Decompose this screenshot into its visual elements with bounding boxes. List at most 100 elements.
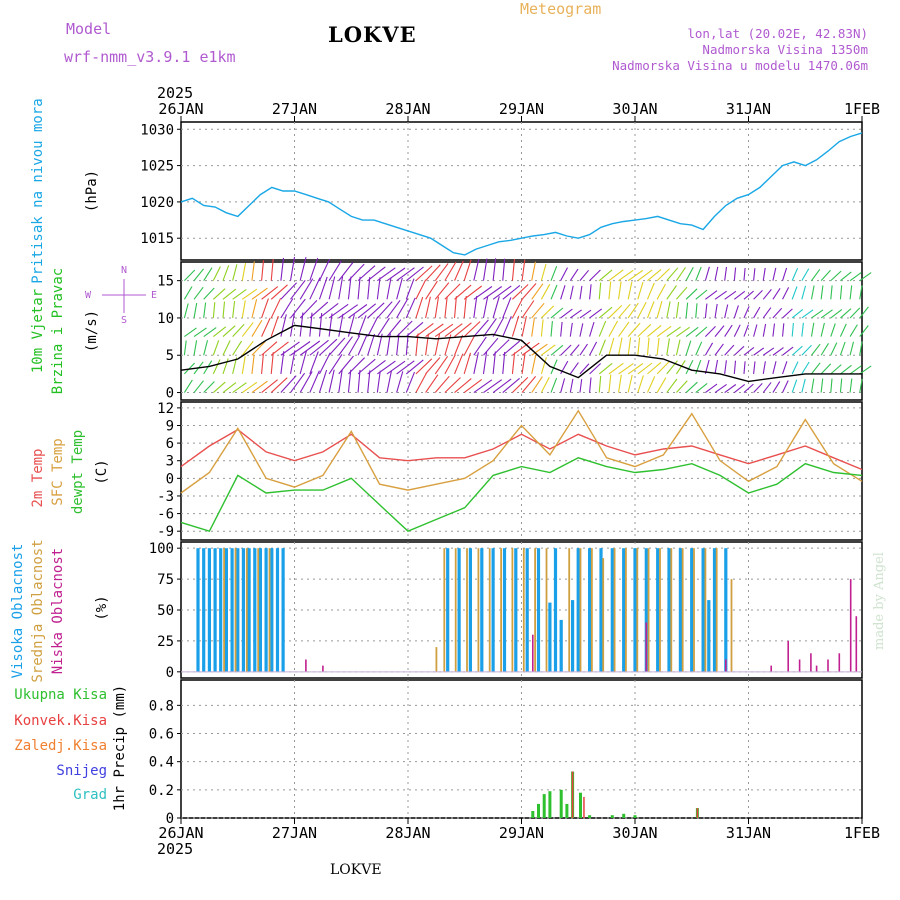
wind-barb	[434, 263, 449, 281]
x-tick-label-top: 28JAN	[385, 100, 430, 118]
wind-barb	[492, 351, 496, 374]
cloud-bar-0	[690, 548, 694, 672]
cloud-bar-0	[502, 548, 507, 672]
precip-bar-1	[571, 771, 574, 818]
wind-ytick-label: 15	[157, 274, 174, 290]
wind-barb	[666, 338, 670, 356]
precip-bar-0	[531, 811, 535, 818]
wind-barb	[676, 286, 688, 300]
x-tick-label-bottom: 29JAN	[499, 824, 544, 842]
cloud-bar-0	[253, 548, 257, 672]
wind-barb	[772, 287, 781, 300]
wind-barb	[627, 281, 633, 300]
cloud-bar-0	[559, 619, 563, 672]
wind-barb	[810, 322, 815, 337]
wind-barb	[280, 314, 287, 337]
cloud-bar-1	[435, 647, 438, 672]
wind-barb	[743, 306, 750, 319]
wind-speed-line	[180, 324, 862, 383]
wind-barb	[637, 375, 644, 393]
wind-barb	[241, 381, 258, 393]
wind-barb	[791, 379, 798, 393]
wind-barb	[212, 302, 216, 318]
wind-barb	[531, 317, 535, 337]
model-label: Model	[66, 20, 112, 38]
wind-barb	[319, 302, 339, 319]
wind-barb	[444, 354, 456, 375]
wind-barb	[666, 326, 681, 338]
wind-barb	[377, 360, 396, 375]
wind-barb	[434, 333, 441, 356]
wind-barb	[859, 272, 872, 282]
wind-barb	[685, 288, 698, 300]
wind-barb	[646, 376, 656, 393]
wind-barb	[714, 343, 724, 356]
cloud-bar-0	[599, 548, 603, 672]
wind-barb	[232, 288, 247, 300]
wind-barb	[338, 336, 353, 356]
wind-barb	[425, 323, 444, 338]
wind-barb	[695, 266, 702, 281]
wind-barb	[328, 369, 335, 393]
wind-barb	[425, 280, 438, 300]
wind-barb	[502, 258, 506, 281]
wind-barb	[772, 347, 784, 356]
x-tick-label-bottom: 30JAN	[612, 824, 657, 842]
wind-barb	[367, 302, 385, 319]
cloud-bar-2	[770, 665, 772, 672]
wind-barb	[569, 322, 573, 337]
temperature-ytick-label: 6	[166, 436, 174, 452]
wind-barb	[299, 256, 307, 281]
cloud-bar-0	[468, 548, 472, 672]
wind-barb	[666, 360, 678, 375]
wind-barb	[463, 352, 472, 375]
wind-barb	[512, 284, 529, 300]
wind-barb	[579, 343, 588, 356]
wind-barb	[203, 327, 217, 338]
wind-barb	[434, 296, 440, 319]
wind-barb	[222, 382, 237, 393]
wind-barb	[203, 302, 207, 319]
wind-unit: (m/s)	[84, 310, 100, 352]
wind-barb	[367, 333, 376, 356]
wind-barb	[733, 345, 745, 356]
wind-barb	[579, 285, 583, 300]
wind-barb	[743, 346, 755, 356]
wind-barb	[675, 301, 680, 319]
wind-barb	[637, 269, 653, 282]
wind-barb	[560, 378, 566, 393]
wind-barb	[212, 266, 221, 281]
cloud-bar-0	[622, 548, 626, 672]
pressure-line	[180, 132, 863, 256]
wind-barb	[367, 370, 371, 393]
wind-barb	[762, 307, 772, 319]
cloud-bar-2	[827, 659, 829, 672]
wind-barb	[849, 307, 861, 319]
wind-barb	[830, 342, 838, 356]
wind-barb	[733, 360, 737, 374]
wind-barb	[849, 271, 862, 282]
wind-ylabel-2: Brzina i Pravac	[50, 268, 66, 394]
wind-barb	[511, 298, 523, 319]
wind-barb	[425, 333, 430, 356]
wind-barb	[415, 358, 433, 375]
wind-barb	[463, 259, 472, 281]
clouds-ytick-label: 50	[157, 603, 174, 619]
wind-barb	[637, 281, 644, 300]
cloud-bar-1	[659, 548, 661, 672]
wind-barb	[569, 285, 574, 300]
cloud-bar-0	[536, 548, 541, 672]
wind-barb	[463, 321, 481, 337]
wind-barb	[782, 267, 788, 281]
wind-barb	[521, 283, 537, 300]
temperature-line-1	[180, 409, 863, 494]
wind-barb	[454, 284, 472, 300]
wind-barb	[193, 380, 204, 393]
wind-barb	[405, 266, 424, 282]
wind-barb	[695, 289, 708, 300]
wind-barb	[473, 295, 478, 319]
wind-barb	[309, 351, 319, 375]
wind-barb	[704, 266, 710, 281]
cloud-bar-1	[613, 548, 616, 672]
pressure-ylabel: Pritisak na nivou mora	[30, 98, 46, 283]
